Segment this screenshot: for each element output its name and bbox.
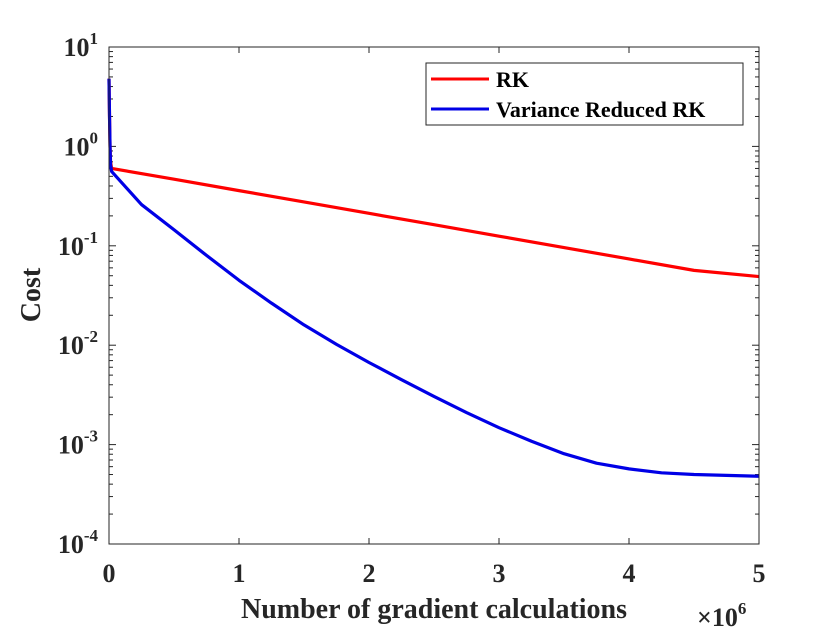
legend-label-variance-reduced-rk: Variance Reduced RK xyxy=(496,97,705,122)
y-tick-label-3: 10-2 xyxy=(58,327,98,360)
x-axis-label: Number of gradient calculations xyxy=(241,594,627,625)
y-tick-label-0: 101 xyxy=(64,29,99,62)
x-axis-multiplier: ×106 xyxy=(697,599,746,630)
x-tick-label-2: 2 xyxy=(363,559,376,588)
y-tick-label-1: 100 xyxy=(64,128,99,161)
legend-box xyxy=(425,62,744,126)
x-tick-label-3: 3 xyxy=(493,559,506,588)
plot-background xyxy=(109,47,759,544)
plot-frame xyxy=(108,46,760,545)
y-tick-label-4: 10-3 xyxy=(58,427,98,460)
legend-label-rk: RK xyxy=(496,67,529,92)
y-axis-ticks: 101 100 10-1 10-2 10-3 10-4 xyxy=(58,29,759,559)
x-tick-label-1: 1 xyxy=(233,559,246,588)
legend[interactable]: RK Variance Reduced RK xyxy=(425,62,744,126)
y-tick-label-2: 10-1 xyxy=(58,228,98,261)
series-lines xyxy=(107,78,760,478)
series-line-variance-reduced-rk xyxy=(107,78,760,478)
x-tick-label-0: 0 xyxy=(103,559,116,588)
y-axis-label: Cost xyxy=(16,267,47,322)
x-tick-label-4: 4 xyxy=(623,559,636,588)
x-tick-label-5: 5 xyxy=(753,559,766,588)
y-tick-label-5: 10-4 xyxy=(58,526,99,559)
